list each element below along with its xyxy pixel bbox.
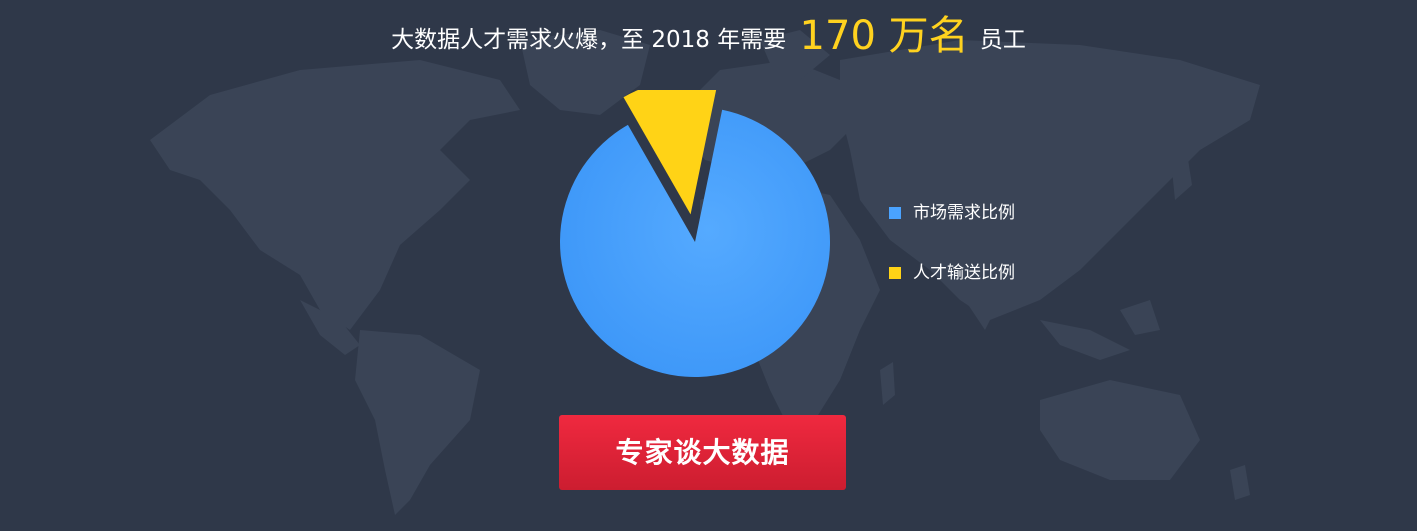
headline-prefix: 大数据人才需求火爆，至 2018 年需要 [391, 27, 787, 53]
headline-suffix: 员工 [979, 27, 1026, 53]
legend-item-talent-supply: 人才输送比例 [889, 258, 1015, 288]
legend-item-market-demand: 市场需求比例 [889, 198, 1015, 228]
pie-slice-talent-supply [623, 90, 717, 215]
chart-legend: 市场需求比例 人才输送比例 [889, 198, 1015, 318]
pie-slice-market-demand [560, 109, 830, 378]
legend-label-talent-supply: 人才输送比例 [913, 263, 1015, 283]
expert-talk-button[interactable]: 专家谈大数据 [559, 415, 846, 490]
headline: 大数据人才需求火爆，至 2018 年需要 170 万名 员工 [0, 6, 1417, 70]
pie-chart [560, 90, 830, 378]
legend-swatch-talent-supply [889, 267, 901, 279]
headline-highlight: 170 万名 [799, 13, 969, 59]
legend-label-market-demand: 市场需求比例 [913, 203, 1015, 223]
legend-swatch-market-demand [889, 207, 901, 219]
